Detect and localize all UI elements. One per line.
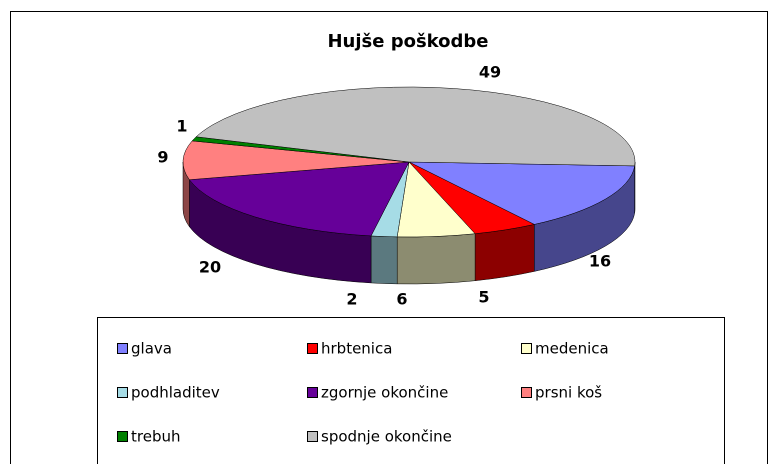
data-label: 49 <box>479 63 501 82</box>
legend-swatch <box>117 343 128 354</box>
chart-title: Hujše poškodbe <box>327 31 488 52</box>
slice <box>188 161 410 237</box>
data-label: 20 <box>199 258 221 277</box>
legend-box <box>97 317 725 464</box>
legend-label: podhladitev <box>131 384 220 402</box>
legend-swatch <box>117 431 128 442</box>
legend-label: trebuh <box>131 428 180 446</box>
slice <box>408 161 635 225</box>
slice <box>182 140 410 180</box>
legend-swatch <box>307 431 318 442</box>
data-label: 1 <box>176 117 187 136</box>
legend-swatch <box>307 387 318 398</box>
legend-swatch <box>521 387 532 398</box>
slice <box>195 86 636 167</box>
data-label: 9 <box>157 148 168 167</box>
legend-label: prsni koš <box>535 384 602 402</box>
legend-label: zgornje okončine <box>321 384 448 402</box>
data-label: 6 <box>396 290 407 309</box>
slice-side <box>370 235 398 285</box>
slice-side <box>396 233 476 285</box>
data-label: 5 <box>478 288 489 307</box>
legend-label: glava <box>131 340 172 358</box>
legend-swatch <box>307 343 318 354</box>
legend-label: medenica <box>535 340 609 358</box>
legend-swatch <box>521 343 532 354</box>
data-label: 16 <box>589 252 611 271</box>
legend-label: hrbtenica <box>321 340 392 358</box>
legend-label: spodnje okončine <box>321 428 452 446</box>
legend-swatch <box>117 387 128 398</box>
data-label: 2 <box>346 290 357 309</box>
